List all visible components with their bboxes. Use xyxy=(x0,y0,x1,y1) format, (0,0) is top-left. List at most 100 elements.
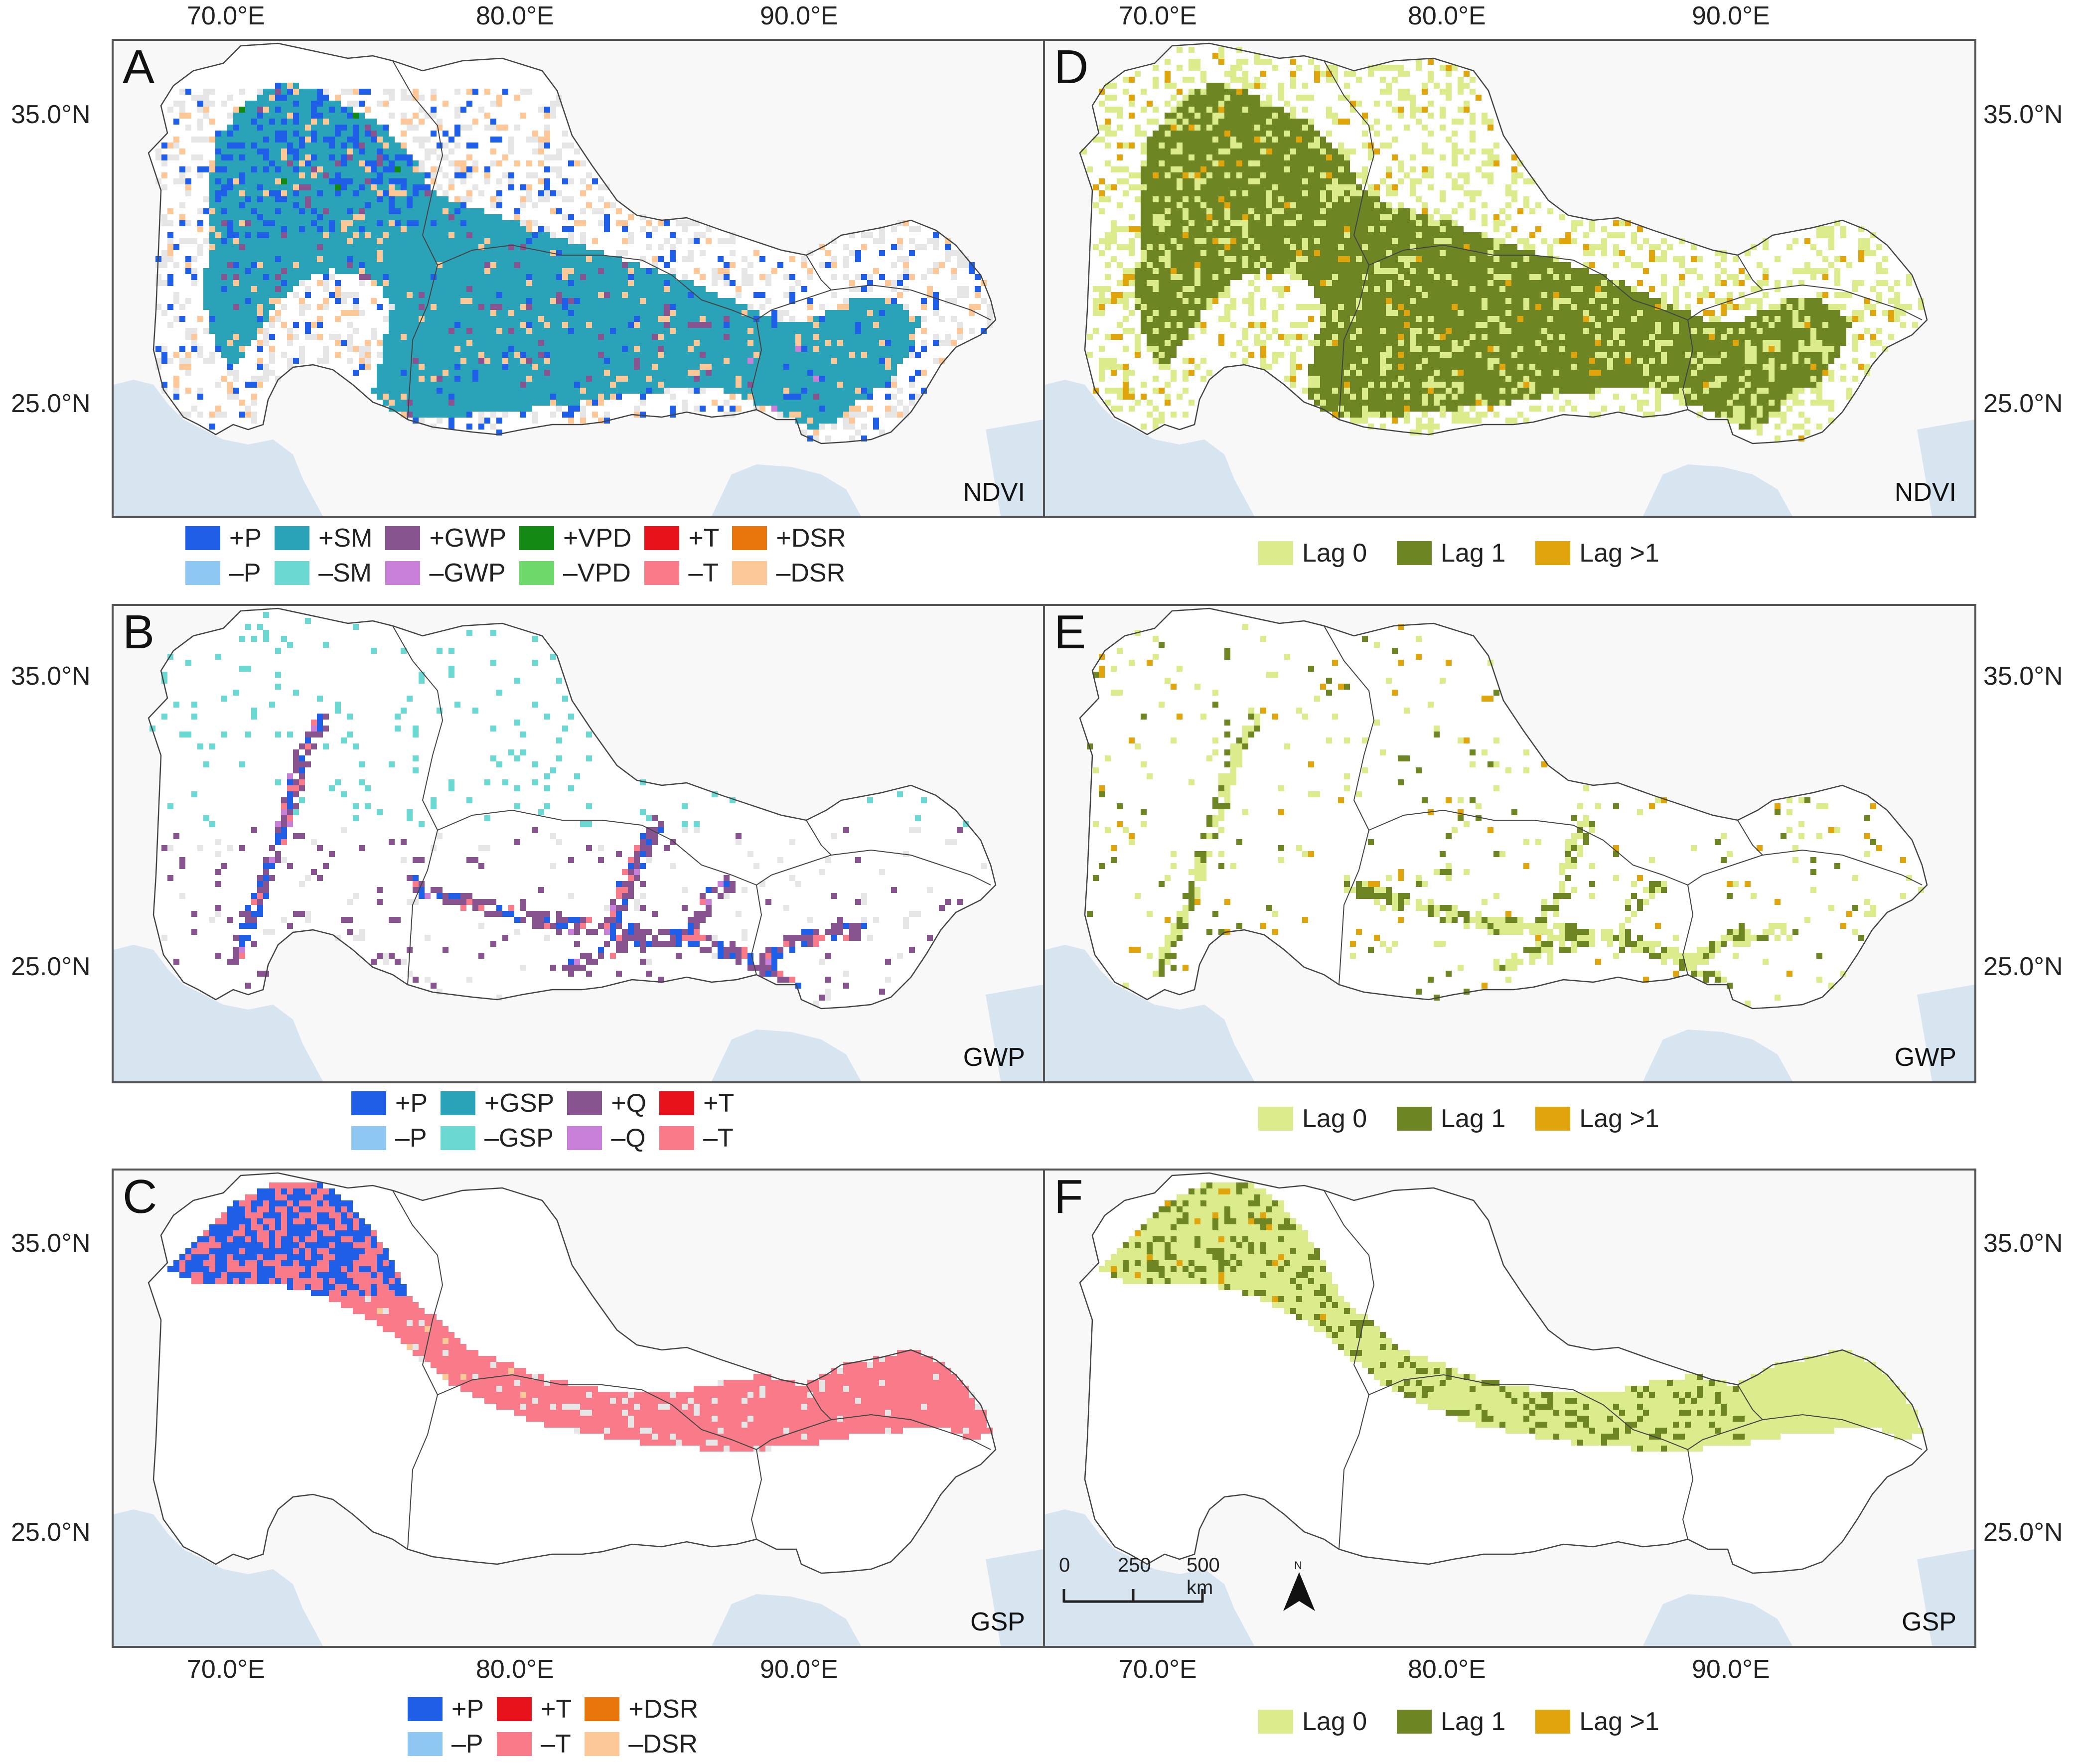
grid-cell xyxy=(598,286,604,292)
grid-cell xyxy=(329,160,335,166)
grid-cell xyxy=(221,262,227,268)
grid-cell xyxy=(580,244,586,250)
grid-cell xyxy=(616,298,622,304)
grid-cell xyxy=(676,304,682,310)
grid-cell xyxy=(251,286,257,292)
grid-cell xyxy=(341,172,347,178)
grid-cell xyxy=(389,256,395,262)
grid-cell xyxy=(855,430,861,436)
grid-cell xyxy=(305,268,311,274)
grid-cell xyxy=(532,346,538,352)
grid-cell xyxy=(706,322,712,328)
grid-cell xyxy=(257,95,263,101)
grid-cell xyxy=(221,316,227,322)
grid-cell xyxy=(299,101,305,107)
grid-cell xyxy=(550,304,556,310)
grid-cell xyxy=(1123,178,1129,184)
grid-cell xyxy=(1224,95,1230,101)
grid-cell xyxy=(622,340,628,346)
grid-cell xyxy=(209,190,215,196)
grid-cell xyxy=(562,226,568,232)
grid-cell xyxy=(472,340,478,346)
grid-cell xyxy=(329,244,335,250)
grid-cell xyxy=(562,238,568,244)
grid-cell xyxy=(807,376,813,382)
grid-cell xyxy=(413,202,419,208)
grid-cell xyxy=(550,382,556,388)
grid-cell xyxy=(813,322,819,328)
grid-cell xyxy=(837,358,843,364)
grid-cell xyxy=(359,137,365,143)
grid-cell xyxy=(251,262,257,268)
grid-cell xyxy=(209,226,215,232)
grid-cell xyxy=(598,220,604,226)
grid-cell xyxy=(413,89,419,95)
grid-cell xyxy=(173,119,179,125)
grid-cell xyxy=(885,412,891,418)
grid-cell xyxy=(269,125,275,131)
grid-cell xyxy=(1248,184,1254,190)
grid-cell xyxy=(532,322,538,328)
grid-cell xyxy=(437,196,443,202)
grid-cell xyxy=(239,310,245,316)
grid-cell xyxy=(191,268,197,274)
grid-cell xyxy=(389,226,395,232)
grid-cell xyxy=(203,274,209,280)
grid-cell xyxy=(263,148,269,154)
grid-cell xyxy=(478,220,484,226)
grid-cell xyxy=(496,310,502,316)
grid-cell xyxy=(215,226,221,232)
grid-cell xyxy=(1338,143,1344,148)
grid-cell xyxy=(443,334,448,340)
grid-cell xyxy=(574,370,580,376)
grid-cell xyxy=(365,202,371,208)
grid-cell xyxy=(1260,178,1266,184)
grid-cell xyxy=(1254,143,1260,148)
grid-cell xyxy=(395,160,401,166)
grid-cell xyxy=(921,298,927,304)
grid-cell xyxy=(401,148,407,154)
grid-cell xyxy=(269,101,275,107)
grid-cell xyxy=(1165,190,1171,196)
grid-cell xyxy=(742,256,747,262)
grid-cell xyxy=(245,226,251,232)
grid-cell xyxy=(1302,148,1308,154)
grid-cell xyxy=(646,388,652,394)
grid-cell xyxy=(448,418,454,424)
grid-cell xyxy=(161,143,167,148)
grid-cell xyxy=(1254,172,1260,178)
grid-cell xyxy=(233,196,239,202)
grid-cell xyxy=(1266,202,1272,208)
grid-cell xyxy=(437,394,443,400)
grid-cell xyxy=(389,292,395,298)
grid-cell xyxy=(646,328,652,334)
grid-cell xyxy=(819,316,825,322)
grid-cell xyxy=(454,202,460,208)
grid-cell xyxy=(1165,148,1171,154)
grid-cell xyxy=(407,125,413,131)
grid-cell xyxy=(353,232,359,238)
grid-cell xyxy=(371,137,377,143)
grid-cell xyxy=(1153,131,1159,137)
grid-cell xyxy=(425,388,431,394)
grid-cell xyxy=(1338,154,1344,160)
grid-cell xyxy=(1177,154,1183,160)
grid-cell xyxy=(383,214,389,220)
grid-cell xyxy=(305,226,311,232)
grid-cell xyxy=(466,232,472,238)
grid-cell xyxy=(371,274,377,280)
grid-cell xyxy=(592,400,598,406)
grid-cell xyxy=(407,322,413,328)
grid-cell xyxy=(1212,89,1218,95)
grid-cell xyxy=(448,316,454,322)
grid-cell xyxy=(335,113,341,119)
grid-cell xyxy=(353,172,359,178)
grid-cell xyxy=(419,280,425,286)
grid-cell xyxy=(724,400,730,406)
grid-cell xyxy=(460,280,466,286)
grid-cell xyxy=(538,238,544,244)
grid-cell xyxy=(658,388,664,394)
grid-cell xyxy=(239,256,245,262)
grid-cell xyxy=(1422,83,1428,89)
grid-cell xyxy=(239,316,245,322)
